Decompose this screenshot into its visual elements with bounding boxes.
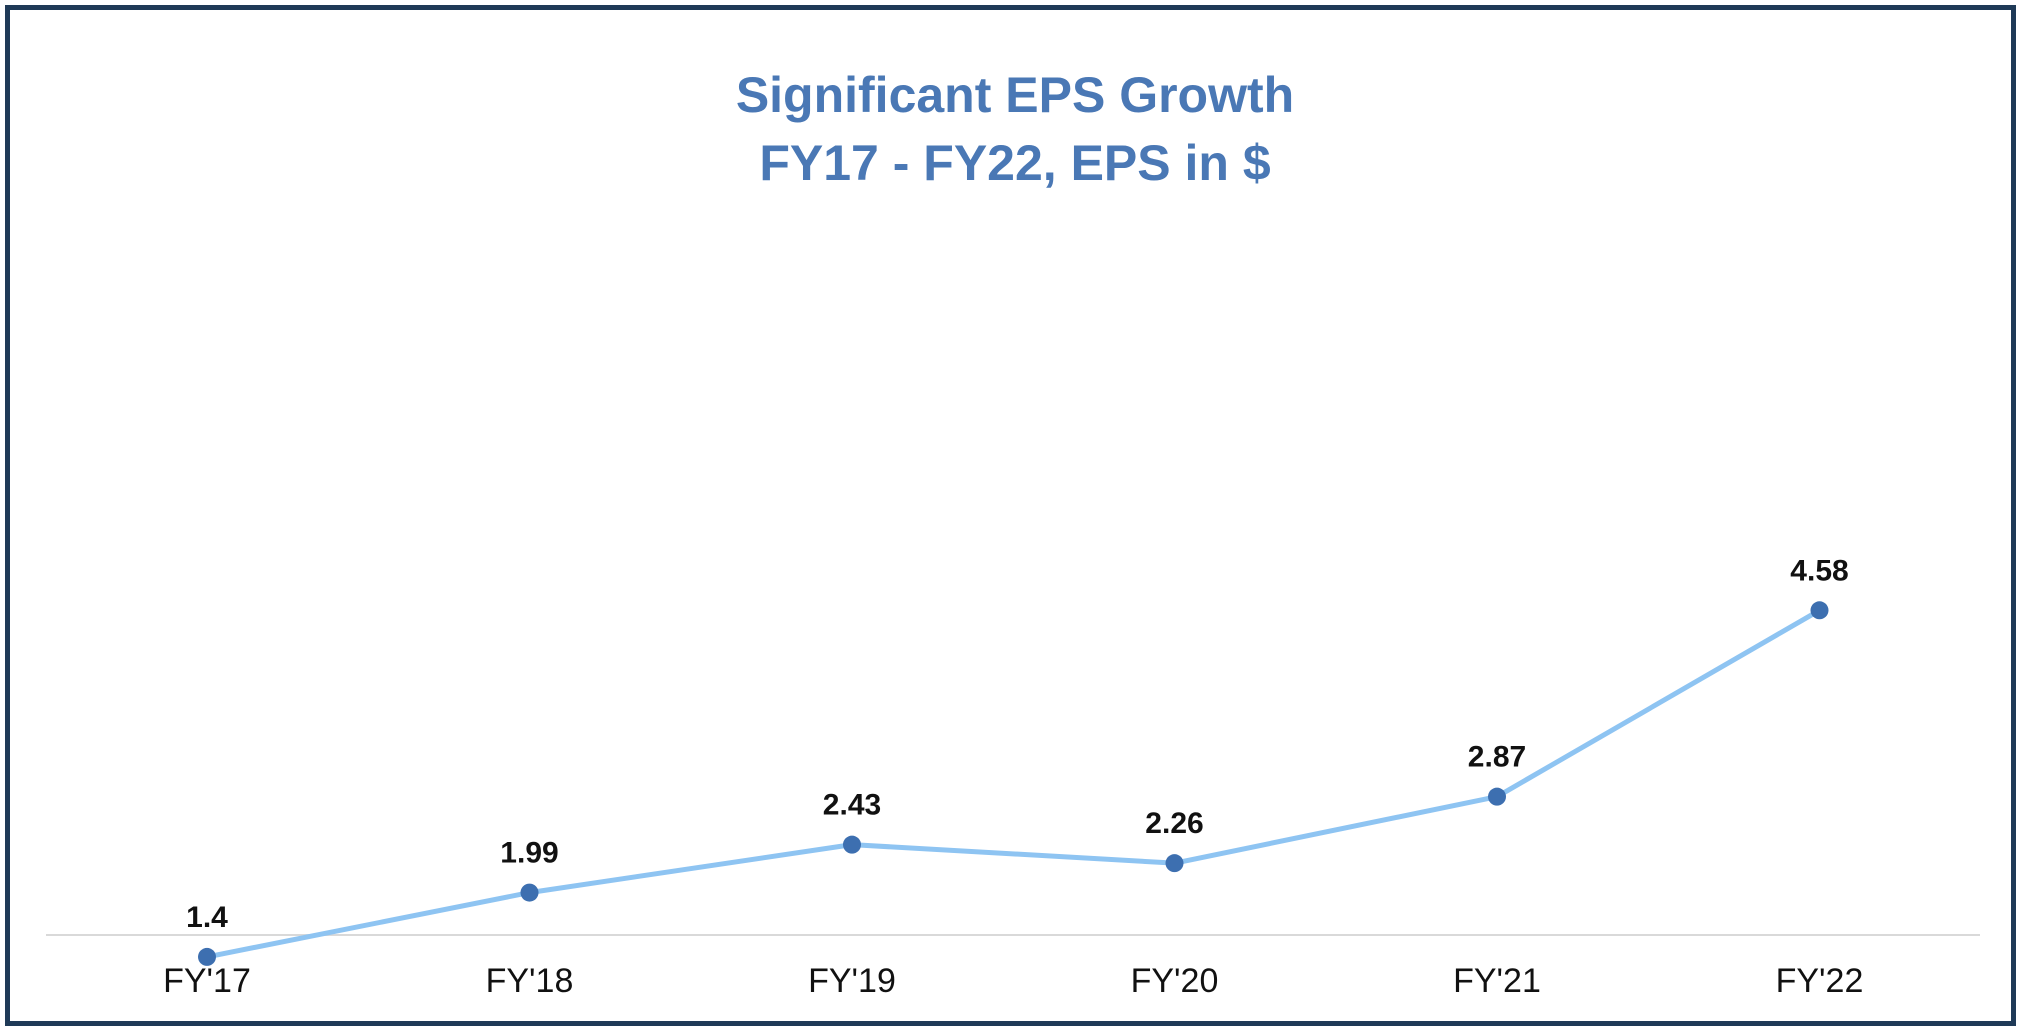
data-point — [843, 835, 861, 854]
x-tick-label: FY'22 — [1776, 962, 1864, 1000]
x-tick-label: FY'17 — [163, 962, 251, 1000]
data-label: 1.99 — [500, 837, 558, 870]
series-line-segment — [849, 842, 1177, 866]
data-label: 1.4 — [186, 901, 228, 934]
data-point — [520, 883, 539, 902]
x-tick-label: FY'21 — [1453, 962, 1541, 1000]
data-label: 2.26 — [1145, 807, 1203, 840]
data-point — [198, 947, 216, 966]
series-line-segment — [1494, 607, 1822, 800]
data-point — [1165, 854, 1184, 873]
series-line-segment — [204, 890, 532, 960]
chart-subtitle: FY17 - FY22, EPS in $ — [759, 135, 1270, 191]
x-tick-label: FY'18 — [486, 962, 574, 1000]
data-label: 2.87 — [1468, 741, 1526, 774]
x-tick-layer: FY'17 FY'18 FY'19 FY'20 FY'21 FY'22 — [163, 962, 1863, 1000]
marker-layer — [198, 601, 1829, 966]
data-label: 4.58 — [1790, 554, 1848, 587]
x-tick-label: FY'20 — [1131, 962, 1219, 1000]
x-tick-label: FY'19 — [808, 962, 896, 1000]
chart-title: Significant EPS Growth — [736, 67, 1294, 123]
data-point — [1810, 601, 1829, 620]
data-point — [1488, 787, 1506, 806]
series-layer — [204, 607, 1822, 960]
data-label-layer: 1.4 1.99 2.43 2.26 2.87 4.58 — [186, 554, 1849, 934]
series-line-segment — [527, 842, 855, 896]
data-label: 2.43 — [823, 789, 881, 822]
series-line-segment — [1172, 794, 1500, 866]
